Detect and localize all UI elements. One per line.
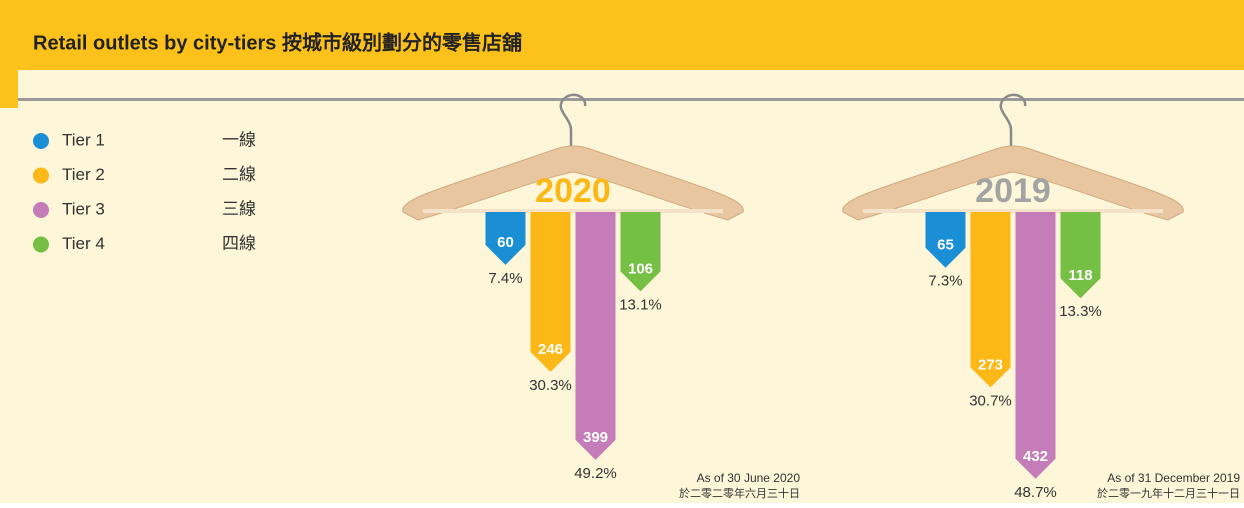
value-label: 246 xyxy=(538,341,563,358)
share-label: 49.2% xyxy=(574,465,617,482)
ribbon-bar xyxy=(575,212,616,460)
header-bar xyxy=(0,0,1244,70)
ribbon-bar xyxy=(530,212,571,372)
share-label: 13.1% xyxy=(619,296,662,313)
legend-label: Tier 2 xyxy=(62,165,105,184)
legend-label-zh: 二線 xyxy=(222,165,256,184)
title: Retail outlets by city-tiers 按城市級別劃分的零售店… xyxy=(33,30,522,54)
legend-label-zh: 四線 xyxy=(222,234,256,253)
legend-label-zh: 一線 xyxy=(222,130,256,149)
legend-dot xyxy=(33,133,49,149)
ribbon-bar xyxy=(970,212,1011,388)
chart-year: 2019 xyxy=(975,172,1051,210)
legend-label: Tier 1 xyxy=(62,130,105,149)
chart-year: 2020 xyxy=(535,172,611,210)
share-label: 30.7% xyxy=(969,392,1012,409)
legend-label: Tier 3 xyxy=(62,199,105,218)
legend-label-zh: 三線 xyxy=(222,199,256,218)
note: As of 30 June 2020 xyxy=(697,471,801,485)
ribbon-bar xyxy=(1060,212,1101,299)
share-label: 30.3% xyxy=(529,377,572,394)
ribbon-bar xyxy=(620,212,661,292)
hanger xyxy=(402,93,744,221)
legend-label: Tier 4 xyxy=(62,234,105,253)
share-label: 48.7% xyxy=(1014,484,1057,501)
share-label: 13.3% xyxy=(1059,303,1102,320)
note-zh: 於二零一九年十二月三十一日 xyxy=(1097,486,1240,500)
legend-dot xyxy=(33,167,49,184)
value-label: 106 xyxy=(628,260,653,277)
value-label: 118 xyxy=(1068,267,1092,284)
note: As of 31 December 2019 xyxy=(1107,471,1240,485)
divider xyxy=(18,98,1244,101)
hanger-hook xyxy=(559,93,587,150)
value-label: 432 xyxy=(1023,448,1048,465)
ribbon-bar xyxy=(925,212,966,268)
note-zh: 於二零二零年六月三十日 xyxy=(679,486,800,500)
ribbon-bar xyxy=(1015,212,1056,479)
hanger-hook xyxy=(999,93,1027,150)
share-label: 7.4% xyxy=(488,270,522,287)
value-label: 65 xyxy=(937,237,954,254)
legend-dot xyxy=(33,202,49,218)
header-stripe xyxy=(0,0,18,108)
share-label: 7.3% xyxy=(928,273,962,290)
value-label: 399 xyxy=(583,429,608,446)
legend-dot xyxy=(33,236,49,253)
value-label: 60 xyxy=(497,234,514,251)
ribbon-bar xyxy=(485,212,526,265)
hanger xyxy=(842,93,1184,221)
value-label: 273 xyxy=(978,356,1003,373)
